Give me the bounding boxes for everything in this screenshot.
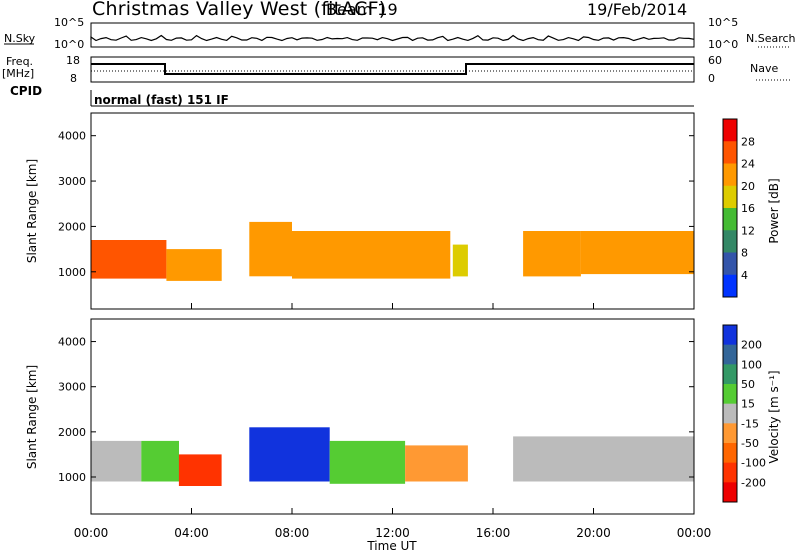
colorbar-swatch [723,185,737,209]
colorbar-swatch [723,141,737,164]
velocity-colorbar: 200 100 50 15 -15 -50 -100 -200 [722,324,766,503]
freq-left-tick-bottom: 8 [70,72,77,85]
freq-right-tick-top: 60 [708,54,722,67]
colorbar-frame [722,324,738,503]
echo-band-2 [249,221,292,277]
velocity-axes: 1000 2000 3000 4000 [58,336,695,514]
power-heatmap [91,221,694,281]
noise-panel-frame [90,22,695,48]
echo-band-1 [141,440,179,482]
power-y-axis-label: Slant Range [km] [25,159,39,263]
echo-band-4 [452,244,468,277]
nsky-label: N.Sky [4,32,36,45]
colorbar-swatch [723,423,737,444]
y-tick-label: 3000 [58,381,86,394]
power-colorbar-label: Power [dB] [767,178,781,243]
colorbar-swatch [723,252,737,276]
echo-band-3 [292,231,451,279]
freq-trace [91,63,694,75]
colorbar-tick-label: -15 [741,417,759,430]
colorbar-tick-label: 200 [741,339,762,352]
colorbar-swatch [723,384,737,405]
chart-title: Christmas Valley West (fitACF) [92,0,387,20]
y-tick-label: 4000 [58,130,86,143]
echo-band-2 [178,454,222,486]
freq-label: Freq. [6,55,34,68]
echo-band-5 [405,445,468,482]
y-tick-label: 4000 [58,336,86,349]
x-tick-label: 08:00 [275,526,310,540]
colorbar-swatch [723,344,737,365]
echo-band-6 [513,436,694,482]
power-axes: 1000 2000 3000 4000 [58,130,695,309]
noise-sky-trace [90,34,695,42]
x-tick-label: 00:00 [74,526,109,540]
echo-band-0 [91,240,167,279]
colorbar-tick-label: -50 [741,437,759,450]
colorbar-tick-label: 24 [741,158,755,171]
x-tick-label: 20:00 [576,526,611,540]
freq-unit-label: [MHz] [2,67,35,80]
colorbar-tick-label: 16 [741,202,755,215]
velocity-heatmap [91,427,694,486]
noise-left-tick-bottom: 10^0 [54,38,85,51]
date-label: 19/Feb/2014 [587,0,688,19]
velocity-colorbar-label: Velocity [m s⁻¹] [767,370,781,463]
colorbar-tick-label: 4 [741,269,748,282]
y-tick-label: 1000 [58,266,86,279]
colorbar-tick-label: -200 [741,476,766,489]
colorbar-swatch [723,274,737,298]
colorbar-swatch [723,482,737,503]
x-axis-label: Time UT [366,539,417,553]
cpid-label: CPID [10,84,43,98]
colorbar-tick-label: 20 [741,180,755,193]
colorbar-swatch [723,462,737,483]
x-tick-label: 12:00 [375,526,410,540]
echo-band-1 [166,249,222,281]
cpid-text: normal (fast) 151 IF [94,93,229,107]
power-colorbar: 4 8 12 16 20 24 28 [722,118,755,298]
echo-band-3 [249,427,330,482]
colorbar-swatch [723,230,737,253]
colorbar-swatch [723,364,737,385]
x-tick-label: 00:00 [677,526,712,540]
y-tick-label: 1000 [58,471,86,484]
colorbar-tick-label: 50 [741,378,755,391]
colorbar-swatch [723,163,737,187]
x-tick-label: 04:00 [174,526,209,540]
noise-left-tick-top: 10^5 [54,16,85,29]
y-tick-label: 2000 [58,426,86,439]
x-tick-label: 16:00 [476,526,511,540]
colorbar-frame [722,118,738,298]
colorbar-tick-label: 28 [741,135,755,148]
y-tick-label: 3000 [58,175,86,188]
nave-label: Nave [750,62,779,75]
colorbar-tick-label: 8 [741,247,748,260]
echo-band-0 [91,440,142,482]
noise-right-tick-bottom: 10^0 [708,38,739,51]
colorbar-swatch [723,208,737,231]
colorbar-swatch [723,403,737,424]
velocity-y-axis-label: Slant Range [km] [25,365,39,469]
colorbar-swatch [723,443,737,464]
echo-band-4 [329,440,406,484]
freq-left-tick-top: 18 [66,54,80,67]
freq-panel-frame [90,56,695,83]
colorbar-tick-label: 100 [741,358,762,371]
y-tick-label: 2000 [58,220,86,233]
noise-right-tick-top: 10^5 [708,16,739,29]
colorbar-swatch [723,119,737,142]
colorbar-tick-label: 15 [741,398,755,411]
colorbar-tick-label: 12 [741,224,755,237]
beam-label: Beam 19 [326,0,398,19]
echo-band-6 [580,231,694,275]
nsearch-label: N.Search [746,32,796,45]
x-axis-ticks: 00:00 04:00 08:00 12:00 16:00 20:00 00:00 [74,526,712,540]
echo-band-5 [523,231,581,277]
colorbar-tick-label: -100 [741,457,766,470]
colorbar-swatch [723,325,737,346]
freq-right-tick-bottom: 0 [708,72,715,85]
